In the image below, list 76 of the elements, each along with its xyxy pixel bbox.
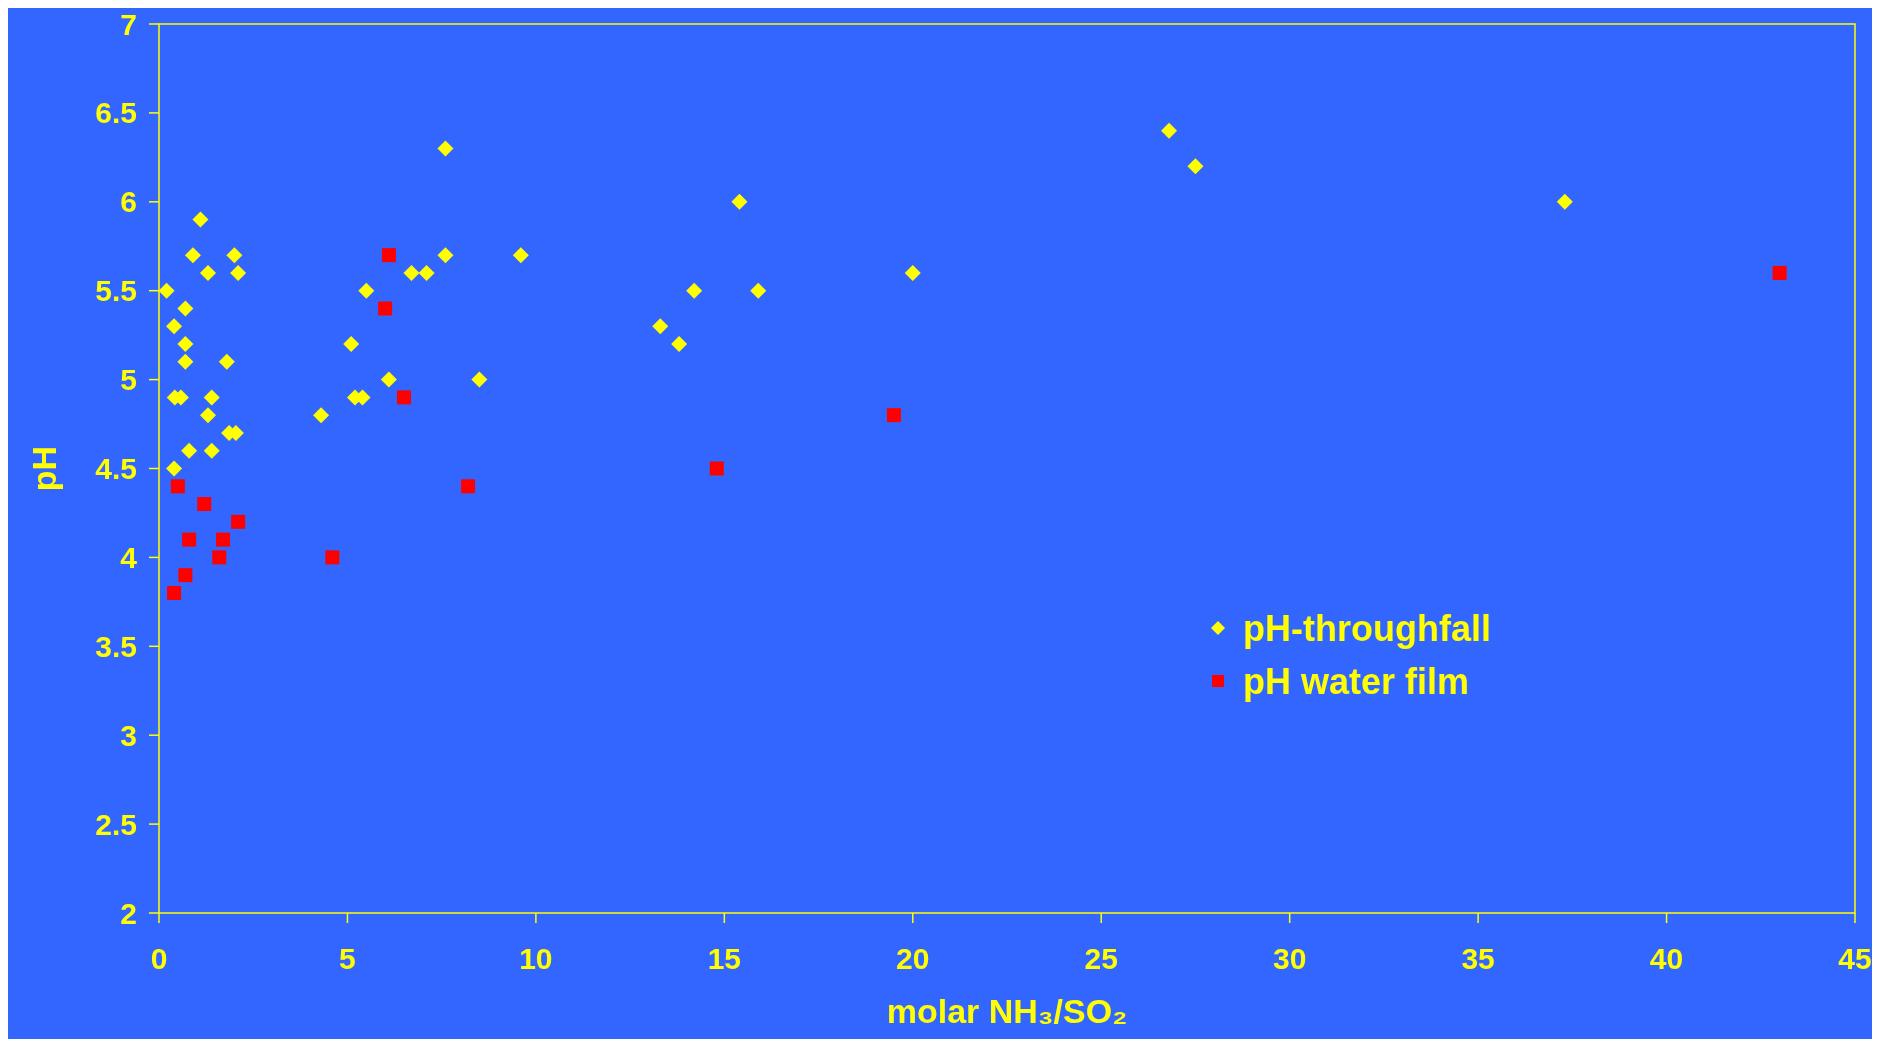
point xyxy=(182,532,197,547)
point xyxy=(166,460,183,477)
legend-label: pH-throughfall xyxy=(1243,607,1491,649)
point xyxy=(177,336,194,353)
point xyxy=(203,442,220,459)
x-tick-label: 10 xyxy=(519,942,553,975)
point xyxy=(192,211,209,228)
point xyxy=(1187,158,1204,175)
point xyxy=(231,514,246,529)
y-tick-label: 2.5 xyxy=(95,807,137,841)
y-tick-label: 4 xyxy=(120,540,138,574)
point xyxy=(471,371,488,388)
point xyxy=(380,371,397,388)
legend-label: pH water film xyxy=(1243,660,1470,702)
y-tick-label: 5 xyxy=(120,363,137,397)
point xyxy=(418,264,435,281)
point xyxy=(170,479,185,494)
point xyxy=(177,300,194,317)
point xyxy=(200,407,216,424)
point xyxy=(904,264,921,281)
point xyxy=(343,336,360,353)
x-tick-label: 15 xyxy=(707,942,742,975)
x-tick-label: 35 xyxy=(1461,942,1495,975)
point xyxy=(216,532,231,547)
point xyxy=(203,389,220,406)
x-tick-label: 30 xyxy=(1272,942,1307,975)
x-tick-label: 0 xyxy=(150,942,168,975)
y-tick-label: 6.5 xyxy=(95,96,137,130)
point xyxy=(378,301,393,316)
point xyxy=(181,442,198,459)
point xyxy=(437,247,454,264)
point xyxy=(200,264,216,281)
x-tick-label: 45 xyxy=(1838,942,1872,975)
x-tick-label: 25 xyxy=(1084,942,1118,975)
point xyxy=(230,264,247,281)
point xyxy=(671,336,688,353)
point xyxy=(212,550,227,565)
point xyxy=(226,247,243,264)
point xyxy=(1161,122,1178,139)
point xyxy=(403,264,420,281)
x-tick-label: 20 xyxy=(896,942,930,975)
point xyxy=(167,585,182,600)
point xyxy=(197,497,212,512)
point xyxy=(709,461,724,476)
point xyxy=(158,282,175,299)
y-tick-label: 4.5 xyxy=(95,452,137,485)
point xyxy=(1556,193,1573,210)
x-axis-title: molar NH₃/SO₂ xyxy=(886,992,1128,1030)
point xyxy=(396,390,411,405)
y-tick-label: 3.5 xyxy=(95,629,137,663)
x-tick-label: 5 xyxy=(339,942,356,975)
y-tick-label: 2 xyxy=(120,896,137,930)
point xyxy=(461,479,476,494)
point xyxy=(731,193,748,210)
point xyxy=(178,568,193,583)
point xyxy=(184,247,201,264)
point xyxy=(652,318,669,335)
y-tick-label: 7 xyxy=(120,7,137,41)
point xyxy=(1772,265,1787,280)
point xyxy=(218,353,235,370)
point xyxy=(313,407,330,424)
point xyxy=(686,282,703,299)
point xyxy=(177,353,194,370)
point xyxy=(437,140,454,157)
point xyxy=(886,408,901,423)
point xyxy=(358,282,375,299)
y-tick-label: 5.5 xyxy=(95,274,137,308)
point xyxy=(750,282,767,299)
x-tick-label: 40 xyxy=(1649,942,1684,975)
point xyxy=(512,247,529,264)
point xyxy=(166,318,183,335)
point xyxy=(325,550,340,565)
y-tick-label: 6 xyxy=(120,185,137,219)
y-tick-label: 3 xyxy=(120,718,137,752)
y-axis-title: pH xyxy=(25,445,63,492)
point xyxy=(381,248,396,263)
